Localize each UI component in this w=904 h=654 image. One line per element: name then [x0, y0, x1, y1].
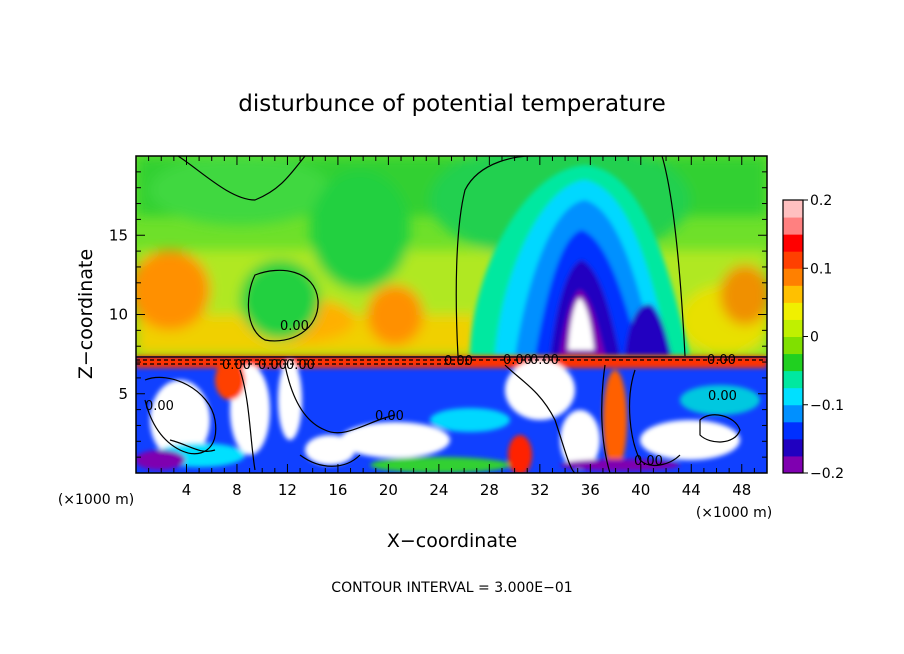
colorbar-labels: 0.2 0.1 0 −0.1 −0.2 — [803, 193, 844, 482]
contour-label: 0.00 — [634, 454, 663, 469]
contour-interval-label: CONTOUR INTERVAL = 3.000E−01 — [331, 580, 572, 596]
contour-label: 0.00 — [707, 353, 736, 368]
colorbar-swatch — [783, 387, 803, 406]
x-tick-label: 32 — [530, 481, 549, 499]
colorbar-swatch — [783, 370, 803, 389]
x-unit-label-right: (×1000 m) — [696, 505, 772, 521]
x-tick-label: 36 — [581, 481, 600, 499]
x-tick-label: 8 — [232, 481, 242, 499]
y-axis: 5 10 15 — [109, 155, 767, 474]
x-tick-label: 12 — [278, 481, 297, 499]
x-tick-label: 20 — [379, 481, 398, 499]
colorbar-swatch — [783, 268, 803, 286]
colorbar — [783, 200, 803, 474]
colorbar-swatch — [783, 200, 803, 218]
contour-label: 0.00 — [258, 358, 287, 373]
x-axis-label: X−coordinate — [387, 530, 517, 552]
colorbar-tick-label: −0.2 — [810, 466, 844, 482]
contour-label: 0.00 — [145, 399, 174, 414]
x-tick-label: 48 — [732, 481, 751, 499]
y-tick-label: 5 — [118, 385, 128, 403]
colorbar-swatch — [783, 438, 803, 457]
colorbar-tick-label: 0.1 — [810, 261, 832, 277]
colorbar-swatch — [783, 234, 803, 252]
contour-label: 0.00 — [280, 319, 309, 334]
x-tick-label: 44 — [682, 481, 701, 499]
colorbar-swatch — [783, 302, 803, 320]
colorbar-swatch — [783, 404, 803, 423]
chart-title: disturbunce of potential temperature — [238, 91, 666, 117]
colorbar-swatch — [783, 353, 803, 372]
colorbar-swatch — [783, 217, 803, 235]
contour-label: 0.00 — [222, 358, 251, 373]
x-tick-label: 28 — [480, 481, 499, 499]
x-tick-label: 16 — [328, 481, 347, 499]
temperature-field — [136, 156, 767, 473]
colorbar-swatch — [783, 319, 803, 337]
contour-label: 0.00 — [530, 353, 559, 368]
x-tick-label: 24 — [429, 481, 448, 499]
contour-label: 0.00 — [375, 409, 404, 424]
x-tick-label: 4 — [182, 481, 192, 499]
contour-label: 0.00 — [286, 358, 315, 373]
contour-labels: 0.00 0.00 0.00 0.00 0.00 0.00 0.00 0.00 … — [145, 319, 737, 469]
colorbar-swatch — [783, 285, 803, 303]
contour-lines — [136, 156, 767, 473]
x-axis: 4 8 12 16 20 24 28 32 36 40 44 48 — [135, 156, 768, 499]
x-tick-label: 40 — [631, 481, 650, 499]
colorbar-swatch — [783, 251, 803, 269]
contour-label: 0.00 — [503, 353, 532, 368]
y-tick-label: 15 — [109, 226, 128, 244]
colorbar-swatch — [783, 336, 803, 355]
y-axis-label: Z−coordinate — [75, 249, 97, 379]
colorbar-tick-label: 0 — [810, 330, 819, 346]
contour-label: 0.00 — [444, 354, 473, 369]
x-unit-label-left: (×1000 m) — [58, 492, 134, 508]
contour-label: 0.00 — [708, 389, 737, 404]
colorbar-tick-label: 0.2 — [810, 193, 832, 209]
colorbar-tick-label: −0.1 — [810, 398, 844, 414]
y-tick-label: 10 — [109, 306, 128, 324]
colorbar-swatch — [783, 421, 803, 440]
colorbar-swatch — [783, 455, 803, 474]
